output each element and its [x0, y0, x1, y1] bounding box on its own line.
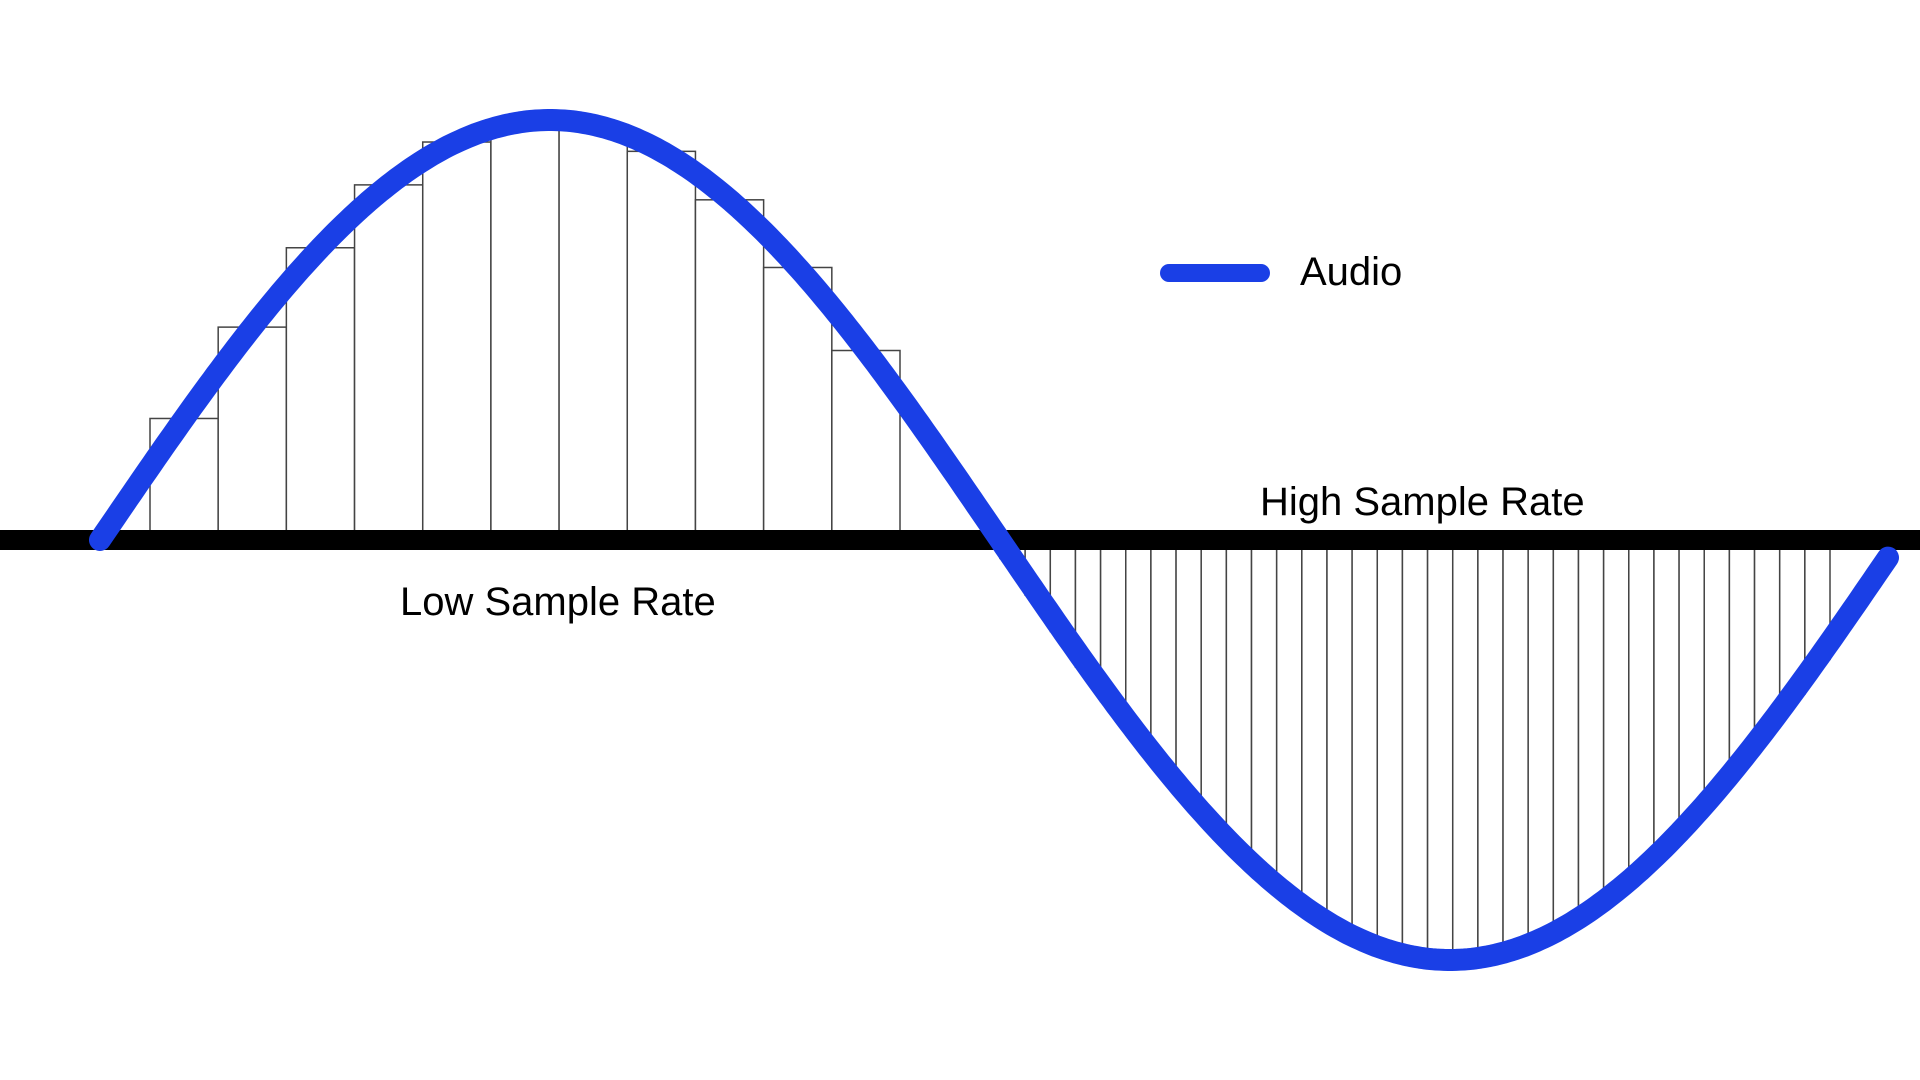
diagram-svg	[0, 0, 1920, 1080]
high-sample-rate-label: High Sample Rate	[1260, 480, 1585, 525]
legend-swatch	[1160, 264, 1270, 282]
legend-label: Audio	[1300, 250, 1402, 295]
low-sample-rate-label: Low Sample Rate	[400, 580, 716, 625]
diagram-canvas	[0, 0, 1920, 1080]
legend: Audio	[1160, 250, 1402, 295]
